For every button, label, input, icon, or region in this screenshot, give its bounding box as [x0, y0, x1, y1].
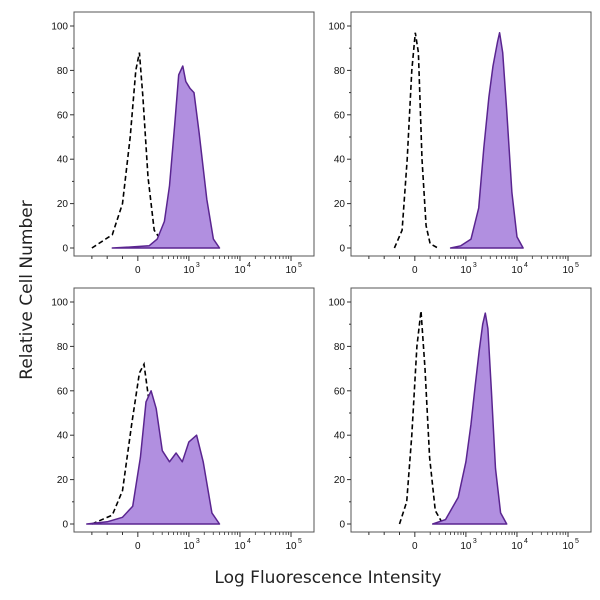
- y-tick-label: 0: [62, 520, 68, 531]
- y-tick-label: 60: [57, 110, 69, 121]
- panel-frame: [73, 11, 315, 257]
- x-tick-label: 10: [562, 541, 574, 552]
- x-tick-label: 10: [460, 265, 472, 276]
- y-tick-label: 20: [334, 199, 346, 210]
- x-tick-label: 10: [285, 541, 297, 552]
- x-tick-exponent: 3: [196, 538, 200, 545]
- histogram-filled: [431, 312, 508, 525]
- y-tick-label: 40: [334, 155, 346, 166]
- y-tick-label: 40: [57, 155, 69, 166]
- x-tick-exponent: 5: [575, 262, 579, 269]
- x-tick-label: 0: [135, 265, 141, 276]
- x-tick-label: 10: [183, 265, 195, 276]
- y-tick-label: 60: [334, 386, 346, 397]
- x-tick-exponent: 4: [247, 262, 251, 269]
- panel-frame: [350, 11, 592, 257]
- x-tick-label: 10: [234, 265, 246, 276]
- x-tick-exponent: 5: [298, 538, 302, 545]
- y-tick-label: 80: [334, 342, 346, 353]
- y-tick-label: 20: [57, 199, 69, 210]
- x-tick-label: 10: [460, 541, 472, 552]
- histogram-control-dashed: [393, 32, 439, 249]
- x-tick-label: 0: [412, 541, 418, 552]
- x-tick-exponent: 4: [524, 262, 528, 269]
- x-tick-exponent: 3: [196, 262, 200, 269]
- y-tick-label: 0: [339, 520, 345, 531]
- y-tick-label: 0: [339, 244, 345, 255]
- x-tick-label: 10: [562, 265, 574, 276]
- panel-frame: [73, 287, 315, 533]
- histogram-control-dashed: [398, 310, 444, 525]
- y-tick-label: 100: [51, 22, 68, 33]
- x-tick-exponent: 5: [575, 538, 579, 545]
- y-tick-label: 20: [57, 475, 69, 486]
- x-tick-label: 10: [511, 265, 523, 276]
- y-tick-label: 80: [57, 66, 69, 77]
- x-tick-label: 10: [511, 541, 523, 552]
- y-tick-label: 40: [334, 431, 346, 442]
- x-tick-label: 10: [285, 265, 297, 276]
- y-tick-label: 40: [57, 431, 69, 442]
- y-axis-label: Relative Cell Number: [17, 200, 37, 379]
- y-tick-label: 0: [62, 244, 68, 255]
- y-tick-label: 20: [334, 475, 346, 486]
- x-tick-exponent: 4: [524, 538, 528, 545]
- y-tick-label: 60: [57, 386, 69, 397]
- x-tick-label: 10: [183, 541, 195, 552]
- y-tick-label: 100: [328, 298, 345, 309]
- x-tick-exponent: 5: [298, 262, 302, 269]
- histogram-control-dashed: [91, 52, 174, 249]
- histogram-filled: [449, 31, 524, 249]
- y-tick-label: 100: [51, 298, 68, 309]
- y-tick-label: 60: [334, 110, 346, 121]
- y-tick-label: 80: [334, 66, 346, 77]
- x-tick-label: 10: [234, 541, 246, 552]
- panel-frame: [350, 287, 592, 533]
- x-tick-label: 0: [135, 541, 141, 552]
- x-tick-label: 0: [412, 265, 418, 276]
- y-tick-label: 100: [328, 22, 345, 33]
- x-tick-exponent: 3: [473, 538, 477, 545]
- x-tick-exponent: 3: [473, 262, 477, 269]
- x-axis-label: Log Fluorescence Intensity: [214, 568, 441, 588]
- histogram-filled: [111, 65, 221, 249]
- y-tick-label: 80: [57, 342, 69, 353]
- histogram-filled: [86, 390, 221, 525]
- x-tick-exponent: 4: [247, 538, 251, 545]
